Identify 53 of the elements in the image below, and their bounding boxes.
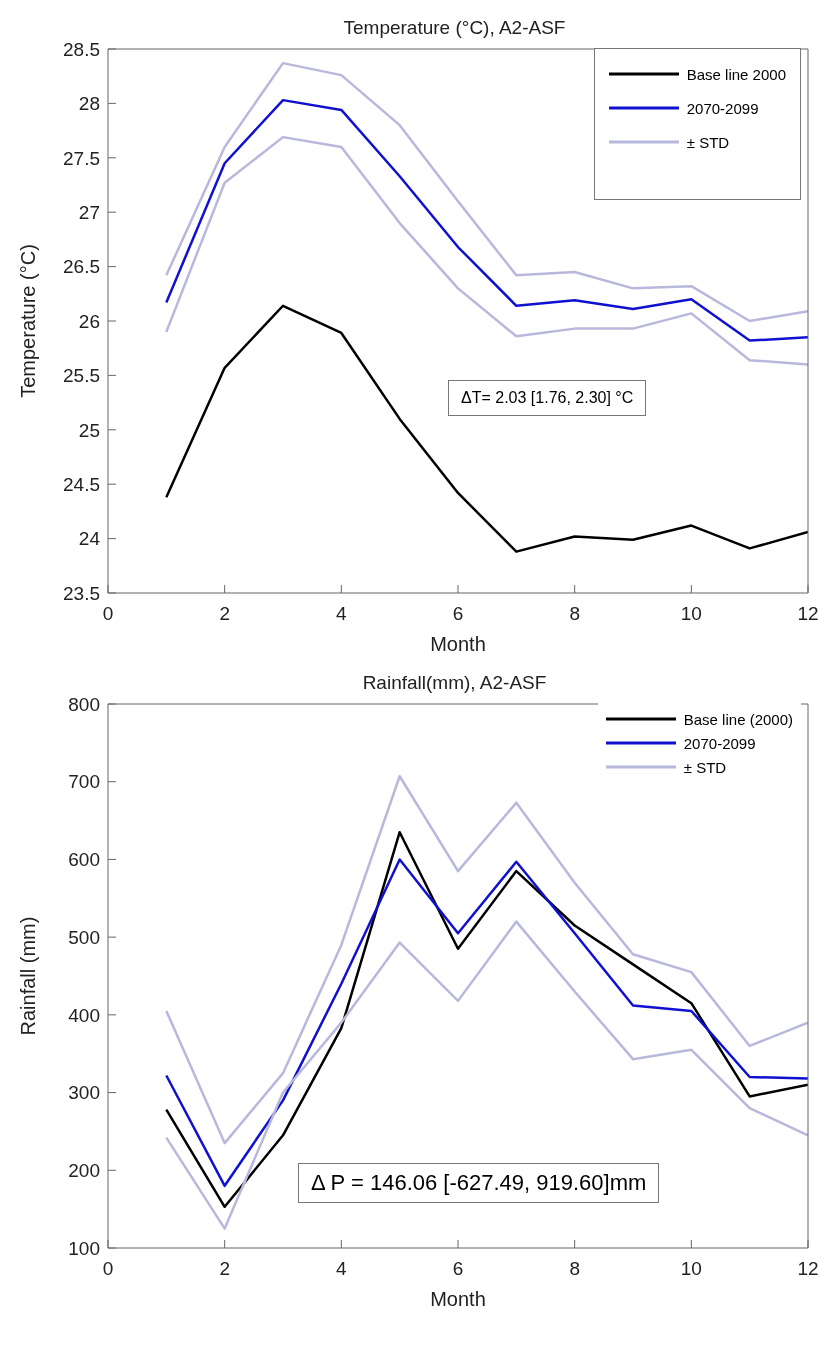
y-axis-title: Temperature (°C): [17, 244, 40, 398]
x-tick-label: 0: [102, 1258, 114, 1280]
x-tick-label: 4: [336, 603, 348, 625]
y-tick-label: 23.5: [63, 582, 100, 604]
x-tick-label: 6: [452, 1258, 464, 1280]
x-tick-label: 10: [680, 603, 702, 625]
line-series: [165, 304, 808, 553]
x-tick-label: 0: [102, 603, 114, 625]
y-tick-label: 24.5: [63, 473, 100, 495]
y-tick-label: 26: [78, 310, 100, 332]
x-tick-label: 8: [569, 603, 580, 625]
line-series: [165, 61, 808, 323]
x-tick-label: 12: [797, 603, 819, 625]
legend-label: Base line 2000: [686, 65, 786, 83]
y-tick-label: 100: [68, 1237, 100, 1259]
y-axis-title: Rainfall (mm): [17, 916, 40, 1036]
legend-label: ± STD: [686, 133, 730, 151]
x-tick-label: 8: [569, 1258, 580, 1280]
x-tick-label: 4: [336, 1258, 348, 1280]
x-axis-title: Month: [430, 633, 486, 655]
x-tick-label: 10: [680, 1258, 702, 1280]
y-tick-label: 200: [68, 1160, 100, 1182]
legend-label: 2070-2099: [683, 734, 756, 752]
y-tick-label: 28.5: [63, 38, 100, 60]
annotation: Δ P = 146.06 [-627.49, 919.60]mm: [298, 1163, 660, 1203]
y-tick-label: 600: [68, 849, 100, 871]
chart-title: Temperature (°C), A2-ASF: [343, 17, 566, 38]
y-tick-label: 28: [78, 93, 100, 115]
y-tick-label: 25: [78, 419, 100, 441]
y-tick-label: 24: [78, 528, 101, 550]
x-tick-label: 2: [219, 1258, 230, 1280]
y-tick-label: 27.5: [63, 147, 100, 169]
y-tick-label: 27: [78, 201, 100, 223]
annotation: ΔT= 2.03 [1.76, 2.30] °C: [448, 380, 647, 416]
legend-label: Base line (2000): [683, 710, 793, 728]
x-tick-label: 2: [219, 603, 230, 625]
y-tick-label: 500: [68, 926, 100, 948]
line-series: [165, 98, 808, 342]
y-tick-label: 700: [68, 771, 100, 793]
line-series: [165, 775, 808, 1145]
y-tick-label: 400: [68, 1004, 100, 1026]
x-tick-label: 12: [797, 1258, 819, 1280]
line-series: [165, 920, 808, 1230]
y-tick-label: 300: [68, 1082, 100, 1104]
x-axis-title: Month: [430, 1288, 486, 1310]
legend-label: ± STD: [683, 758, 727, 776]
legend-label: 2070-2099: [686, 99, 759, 117]
y-tick-label: 26.5: [63, 256, 100, 278]
line-series: [165, 135, 808, 366]
chart-title: Rainfall(mm), A2-ASF: [362, 672, 547, 693]
y-tick-label: 800: [68, 693, 100, 715]
y-tick-label: 25.5: [63, 365, 100, 387]
x-tick-label: 6: [452, 603, 464, 625]
